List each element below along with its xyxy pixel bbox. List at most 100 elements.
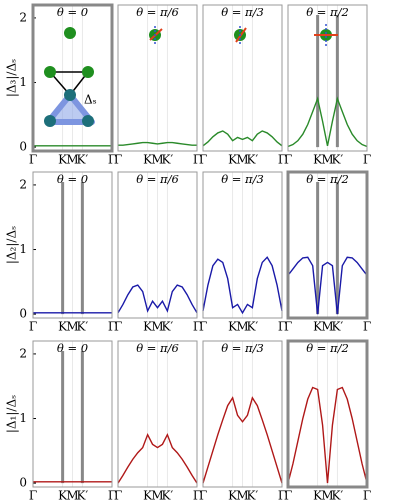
panel-title: θ = π/2 (306, 172, 349, 186)
y-axis-label: |Δ₃|/Δₛ (5, 59, 19, 97)
panel: Γ K MK′ Γθ = π/3 (199, 171, 286, 334)
x-tick-label: K (143, 153, 153, 167)
x-tick-label: K (58, 153, 68, 167)
y-tick-label: 0 (19, 476, 27, 490)
spin-icons (64, 24, 338, 47)
panel: Γ K MK′ Γθ = π/3 (199, 340, 286, 503)
y-tick-label: 0 (19, 307, 27, 321)
x-tick-label: Γ (199, 320, 207, 334)
x-tick-label: M (66, 153, 78, 167)
x-tick-label: Γ (284, 153, 292, 167)
panel: Γ K MK′ Γθ = π/2 (284, 339, 371, 503)
y-tick-label: 2 (19, 10, 27, 24)
panel: Γ K MK′ Γθ = π/6 (114, 4, 201, 167)
frame (202, 340, 283, 488)
x-tick-label: Γ (108, 153, 116, 167)
frame (32, 340, 113, 488)
x-tick-label: K′ (162, 320, 174, 334)
frame (286, 339, 369, 489)
x-tick-label: K′ (77, 153, 89, 167)
x-tick-label: Γ (114, 489, 122, 503)
x-tick-label: Γ (284, 320, 292, 334)
panel-title: θ = π/3 (221, 5, 264, 19)
x-tick-label: Γ (363, 153, 371, 167)
frame (117, 340, 198, 488)
x-tick-label: Γ (278, 489, 286, 503)
panel-title: θ = π/6 (136, 341, 179, 355)
x-tick-label: K (228, 489, 238, 503)
lattice-inset: Δₛ (44, 66, 97, 127)
x-tick-label: Γ (29, 320, 37, 334)
x-tick-label: Γ (363, 320, 371, 334)
panel: Γ K MK′ Γθ = π/3 (199, 4, 286, 167)
x-tick-label: K′ (162, 489, 174, 503)
x-tick-label: Γ (363, 489, 371, 503)
panel: Γ K MK′ Γθ = π/2 (284, 170, 371, 334)
x-tick-label: M (66, 489, 78, 503)
x-tick-label: M (66, 320, 78, 334)
curve (287, 256, 368, 315)
y-tick-label: 1 (19, 242, 27, 256)
x-tick-label: K (143, 489, 153, 503)
x-tick-label: M (321, 489, 333, 503)
x-tick-label: M (321, 320, 333, 334)
curve (287, 96, 368, 148)
x-tick-label: K′ (162, 153, 174, 167)
x-tick-label: M (236, 489, 248, 503)
y-tick-label: 2 (19, 177, 27, 191)
x-tick-label: Γ (29, 153, 37, 167)
y-tick-label: 0 (19, 140, 27, 154)
x-tick-label: K (313, 320, 323, 334)
panel-title: θ = 0 (57, 172, 88, 186)
x-tick-label: Γ (193, 153, 201, 167)
frame (117, 4, 198, 152)
panel-title: θ = π/6 (136, 5, 179, 19)
panel-title: θ = 0 (57, 5, 88, 19)
x-tick-label: K (313, 153, 323, 167)
x-tick-label: Γ (29, 489, 37, 503)
x-tick-label: M (151, 153, 163, 167)
x-tick-label: Γ (278, 153, 286, 167)
inset-label: Δₛ (84, 93, 97, 107)
panel-title: θ = π/2 (306, 5, 349, 19)
x-tick-label: K (58, 320, 68, 334)
x-tick-label: Γ (278, 320, 286, 334)
y-tick-label: 1 (19, 75, 27, 89)
x-tick-label: Γ (284, 489, 292, 503)
x-tick-label: K (143, 320, 153, 334)
x-tick-label: Γ (108, 320, 116, 334)
y-axis-label: |Δ₂|/Δₛ (5, 226, 19, 264)
x-tick-label: K (313, 489, 323, 503)
x-tick-label: K′ (247, 153, 259, 167)
x-tick-label: K (228, 153, 238, 167)
frame (202, 4, 283, 152)
x-tick-label: Γ (199, 489, 207, 503)
frame (31, 3, 114, 153)
panel-title: θ = π/3 (221, 341, 264, 355)
x-tick-label: Γ (114, 320, 122, 334)
x-tick-label: Γ (193, 320, 201, 334)
panel: Γ K MK′ Γθ = π/6 (114, 340, 201, 503)
frame (202, 171, 283, 319)
frame (286, 170, 369, 320)
y-tick-label: 2 (19, 346, 27, 360)
x-tick-label: K′ (77, 320, 89, 334)
curve (118, 141, 197, 146)
y-axis-label: |Δ₁|/Δₛ (5, 395, 19, 433)
panel-title: θ = π/3 (221, 172, 264, 186)
curve (202, 256, 283, 315)
x-tick-label: K′ (332, 320, 344, 334)
curve (202, 130, 283, 147)
x-tick-label: K′ (332, 153, 344, 167)
panel-title: θ = 0 (57, 341, 88, 355)
panel-title: θ = π/2 (306, 341, 349, 355)
frame (117, 171, 198, 319)
y-tick-label: 1 (19, 411, 27, 425)
x-tick-label: K (228, 320, 238, 334)
x-tick-label: K′ (332, 489, 344, 503)
panel-title: θ = π/6 (136, 172, 179, 186)
